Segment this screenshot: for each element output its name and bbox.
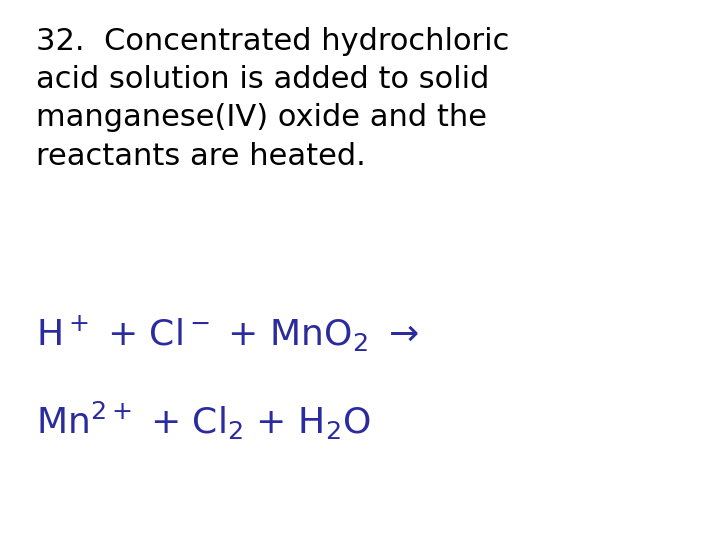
- Text: Mn$^{2+}$ + Cl$_2$ + H$_2$O: Mn$^{2+}$ + Cl$_2$ + H$_2$O: [36, 400, 371, 442]
- Text: 32.  Concentrated hydrochloric
acid solution is added to solid
manganese(IV) oxi: 32. Concentrated hydrochloric acid solut…: [36, 27, 509, 171]
- Text: H$^+$ + Cl$^-$ + MnO$_2$ $\rightarrow$: H$^+$ + Cl$^-$ + MnO$_2$ $\rightarrow$: [36, 313, 418, 354]
